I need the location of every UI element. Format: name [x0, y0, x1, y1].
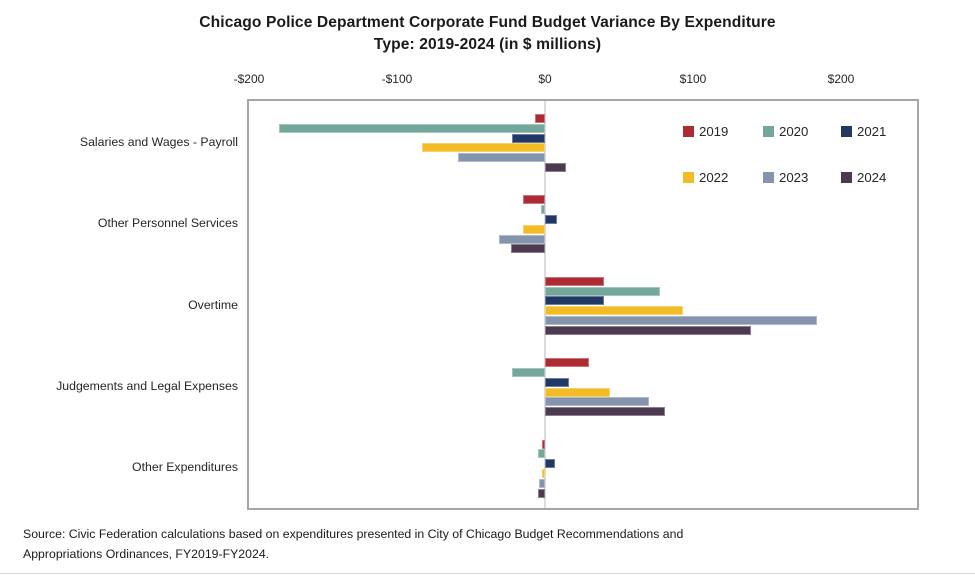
bar-2023-salaries-and-wages-payroll [457, 153, 545, 163]
legend-label-2023: 2023 [779, 170, 809, 185]
category-label-salaries-and-wages-payroll: Salaries and Wages - Payroll [79, 134, 238, 149]
bar-2023-other-expenditures [539, 478, 545, 488]
legend-label-2020: 2020 [779, 124, 809, 139]
legend-item-2021: 2021 [841, 124, 911, 140]
category-label-judgements-and-legal-expenses: Judgements and Legal Expenses [56, 378, 238, 393]
bar-2021-other-personnel-services [545, 215, 557, 224]
bar-2021-other-expenditures [545, 459, 556, 469]
legend-item-2019: 2019 [683, 124, 753, 140]
legend-label-2024: 2024 [857, 170, 887, 185]
bottom-divider [0, 573, 975, 574]
legend-item-2020: 2020 [763, 124, 833, 140]
category-label-other-expenditures: Other Expenditures [132, 460, 238, 475]
legend-swatch-2020 [763, 126, 774, 137]
legend-label-2022: 2022 [699, 170, 729, 185]
bar-2019-judgements-and-legal-expenses [545, 358, 590, 368]
legend-label-2019: 2019 [699, 124, 729, 139]
x-tick-label: $0 [538, 72, 552, 86]
x-tick-label: $100 [679, 72, 707, 86]
bar-2022-other-personnel-services [522, 224, 545, 234]
bar-2019-other-expenditures [542, 439, 545, 449]
source-note: Source: Civic Federation calculations ba… [23, 527, 684, 561]
bar-2019-overtime [545, 276, 605, 286]
bar-2020-other-personnel-services [540, 205, 545, 215]
bar-2019-salaries-and-wages-payroll [534, 114, 545, 123]
bar-2021-overtime [545, 296, 605, 306]
x-tick-label: -$100 [381, 72, 413, 86]
bar-2024-judgements-and-legal-expenses [545, 407, 665, 417]
legend-label-2021: 2021 [857, 124, 887, 139]
bar-2022-overtime [545, 306, 683, 316]
plot-area [247, 99, 919, 510]
bar-2020-other-expenditures [537, 449, 545, 459]
chart-title: Chicago Police Department Corporate Fund… [199, 14, 776, 53]
bar-2020-judgements-and-legal-expenses [512, 368, 545, 377]
bar-2023-overtime [545, 316, 818, 325]
bar-2021-judgements-and-legal-expenses [545, 377, 569, 387]
bar-2024-salaries-and-wages-payroll [545, 163, 566, 172]
legend-swatch-2024 [841, 172, 852, 183]
bar-2023-other-personnel-services [499, 234, 545, 244]
bar-2021-salaries-and-wages-payroll [512, 133, 545, 143]
legend-item-2022: 2022 [683, 170, 753, 186]
legend-swatch-2023 [763, 172, 774, 183]
x-tick-label: $200 [827, 72, 855, 86]
x-tick-label: -$200 [233, 72, 265, 86]
bar-2023-judgements-and-legal-expenses [545, 397, 649, 407]
legend-swatch-2021 [841, 126, 852, 137]
bar-2020-overtime [545, 286, 661, 296]
legend-swatch-2019 [683, 126, 694, 137]
category-label-other-personnel-services: Other Personnel Services [97, 216, 238, 231]
bar-2019-other-personnel-services [522, 195, 545, 205]
legend-item-2024: 2024 [841, 170, 911, 186]
bar-2022-salaries-and-wages-payroll [422, 143, 545, 153]
bar-2024-overtime [545, 325, 751, 335]
bar-2020-salaries-and-wages-payroll [278, 123, 545, 133]
bar-2024-other-personnel-services [510, 244, 545, 254]
bar-2022-other-expenditures [542, 469, 545, 478]
legend-swatch-2022 [683, 172, 694, 183]
bar-2024-other-expenditures [537, 488, 545, 498]
category-label-overtime: Overtime [188, 297, 238, 312]
bar-2022-judgements-and-legal-expenses [545, 387, 611, 397]
legend-item-2023: 2023 [763, 170, 833, 186]
